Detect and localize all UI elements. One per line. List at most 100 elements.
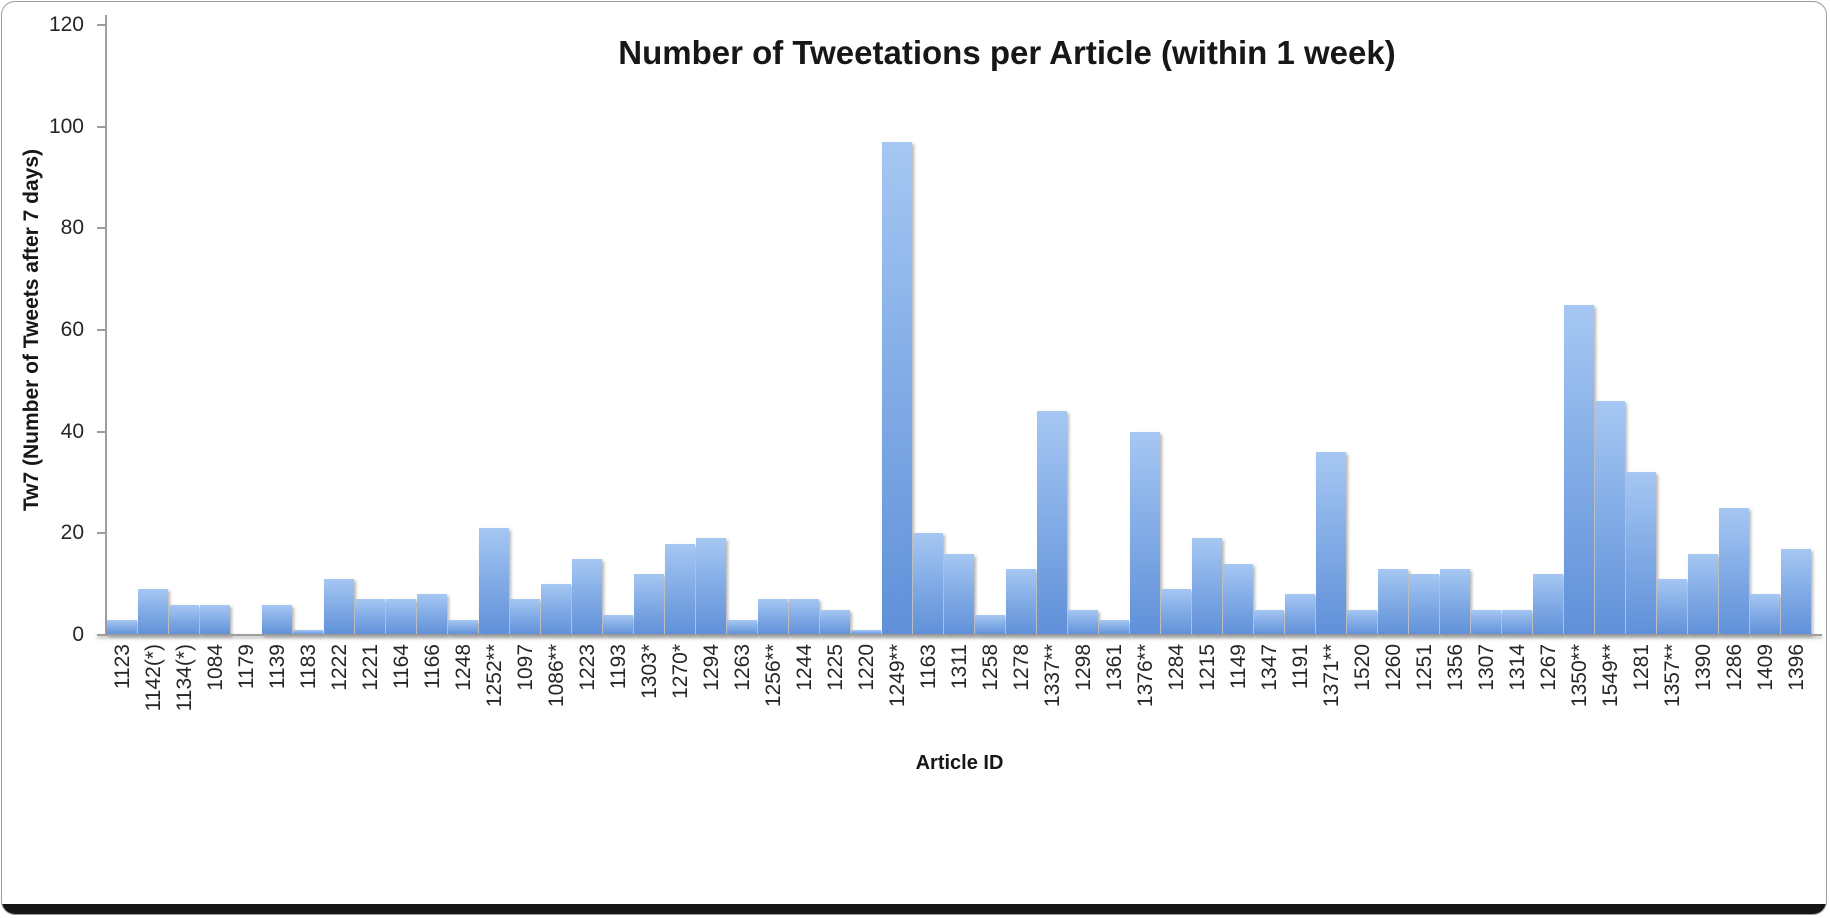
x-tick-slot: 1409 [1750, 642, 1781, 747]
x-tick-slot: 1252** [479, 642, 510, 747]
x-tick-slot: 1123 [107, 642, 138, 747]
x-tick-slot: 1376** [1130, 642, 1161, 747]
x-tick-label: 1134(*) [172, 644, 196, 712]
x-tick-label: 1123 [110, 644, 134, 690]
bar [1068, 609, 1098, 635]
bar [1099, 619, 1129, 635]
x-tick-slot: 1223 [572, 642, 603, 747]
plot-area [107, 25, 1812, 635]
x-tick-slot: 1191 [1285, 642, 1316, 747]
x-tick-label: 1193 [606, 644, 630, 690]
y-tick-mark [97, 329, 106, 331]
bar [882, 141, 912, 635]
bar-slot [231, 25, 262, 635]
x-tick-label: 1361 [1102, 644, 1126, 691]
x-tick-slot: 1260 [1378, 642, 1409, 747]
x-tick-slot: 1314 [1502, 642, 1533, 747]
bar-slot [107, 25, 138, 635]
bar-slot [1781, 25, 1812, 635]
bar-slot [1502, 25, 1533, 635]
y-tick-label: 0 [72, 623, 84, 646]
bar-slot [1378, 25, 1409, 635]
x-tick-label: 1409 [1753, 644, 1777, 691]
bar-slot [1006, 25, 1037, 635]
bar-slot [293, 25, 324, 635]
x-tick-slot: 1357** [1657, 642, 1688, 747]
bar-slot [882, 25, 913, 635]
bar-slot [789, 25, 820, 635]
bar-slot [1750, 25, 1781, 635]
y-tick-label: 20 [60, 521, 84, 545]
x-tick-label: 1142(*) [141, 644, 165, 712]
bar [1130, 431, 1160, 635]
bar [1378, 568, 1408, 635]
bar-slot [820, 25, 851, 635]
bar [355, 599, 385, 635]
x-tick-label: 1303* [637, 644, 661, 699]
bar [789, 599, 819, 635]
bar [1192, 538, 1222, 635]
bar-slot [1688, 25, 1719, 635]
x-tick-label: 1356 [1443, 644, 1467, 691]
bar-slot [386, 25, 417, 635]
bar-slot [417, 25, 448, 635]
bar [293, 629, 323, 635]
bar [758, 599, 788, 635]
x-tick-slot: 1303* [634, 642, 665, 747]
y-tick-label: 80 [60, 216, 84, 240]
x-tick-slot: 1390 [1688, 642, 1719, 747]
bar-slot [1657, 25, 1688, 635]
bar [1688, 553, 1718, 635]
x-tick-label: 1183 [296, 644, 320, 690]
y-tick-mark [97, 24, 106, 26]
bar-slot [510, 25, 541, 635]
bar [1719, 507, 1749, 635]
x-tick-slot: 1179 [231, 642, 262, 747]
x-tick-label: 1149 [1226, 644, 1250, 690]
bar [1409, 574, 1439, 635]
x-tick-label: 1225 [823, 644, 847, 691]
bar-slot [696, 25, 727, 635]
x-tick-label: 1286 [1722, 644, 1746, 691]
bar-slot [448, 25, 479, 635]
bar-slot [665, 25, 696, 635]
x-tick-label: 1223 [575, 644, 599, 691]
x-tick-slot: 1166 [417, 642, 448, 747]
x-tick-label: 1396 [1784, 644, 1808, 691]
x-tick-label: 1311 [947, 644, 971, 690]
x-tick-slot: 1337** [1037, 642, 1068, 747]
bar-slot [727, 25, 758, 635]
x-tick-label: 1249** [885, 644, 909, 708]
x-tick-label: 1390 [1691, 644, 1715, 691]
x-tick-slot: 1142(*) [138, 642, 169, 747]
x-tick-label: 1244 [792, 644, 816, 691]
x-tick-label: 1357** [1660, 644, 1684, 708]
bar [665, 543, 695, 635]
x-tick-slot: 1356 [1440, 642, 1471, 747]
x-tick-label: 1252** [482, 644, 506, 708]
x-tick-slot: 1278 [1006, 642, 1037, 747]
bar [603, 614, 633, 635]
bar-slot [1316, 25, 1347, 635]
x-axis-title: Article ID [915, 752, 1004, 774]
x-tick-slot: 1097 [510, 642, 541, 747]
x-tick-slot: 1248 [448, 642, 479, 747]
bar [1037, 411, 1067, 635]
x-tick-label: 1163 [916, 644, 940, 690]
y-tick-label: 40 [60, 419, 84, 443]
x-tick-slot: 1084 [200, 642, 231, 747]
bar [1595, 401, 1625, 635]
x-tick-slot: 1307 [1471, 642, 1502, 747]
bar-slot [1285, 25, 1316, 635]
x-tick-label: 1298 [1071, 644, 1095, 691]
bar [1657, 579, 1687, 635]
bar [1471, 609, 1501, 635]
x-tick-slot: 1164 [386, 642, 417, 747]
x-tick-slot: 1258 [975, 642, 1006, 747]
bar [479, 528, 509, 635]
bar [1502, 609, 1532, 635]
x-tick-slot: 1256** [758, 642, 789, 747]
x-tick-label: 1164 [389, 644, 413, 690]
bar-slot [1254, 25, 1285, 635]
y-tick-mark [97, 125, 106, 128]
